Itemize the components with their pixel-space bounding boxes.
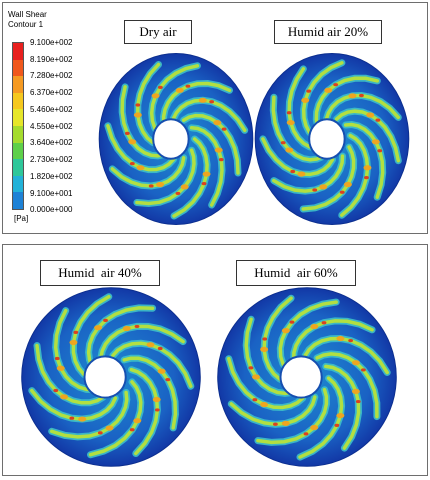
- legend-tick: 2.730e+002: [30, 155, 73, 164]
- legend-tick: 9.100e+001: [30, 189, 73, 198]
- case-label-humid-60: Humid air 60%: [236, 260, 356, 286]
- impeller-hub: [308, 118, 346, 160]
- case-label-humid-20: Humid air 20%: [274, 20, 382, 44]
- case-label-humid-40: Humid air 40%: [40, 260, 160, 286]
- impeller-dry-air: [98, 52, 254, 226]
- impeller-hub: [152, 118, 190, 160]
- legend-tick: 8.190e+002: [30, 55, 73, 64]
- legend-title: Wall Shear: [8, 10, 47, 19]
- impeller-humid-20: [254, 52, 410, 226]
- impeller-humid-40: [21, 287, 201, 467]
- legend-tick: 1.820e+002: [30, 172, 73, 181]
- legend-tick: 0.000e+000: [30, 205, 73, 214]
- legend-tick: 7.280e+002: [30, 71, 73, 80]
- impeller-hub: [279, 355, 323, 399]
- legend-tick: 4.550e+002: [30, 122, 73, 131]
- legend-unit: [Pa]: [14, 214, 29, 223]
- color-scale-bar: [12, 42, 24, 210]
- impeller-hub: [83, 355, 127, 399]
- legend-subtitle: Contour 1: [8, 20, 44, 29]
- impeller-humid-60: [217, 287, 397, 467]
- legend-tick: 9.100e+002: [30, 38, 73, 47]
- legend-tick: 5.460e+002: [30, 105, 73, 114]
- legend-tick: 3.640e+002: [30, 138, 73, 147]
- legend-tick: 6.370e+002: [30, 88, 73, 97]
- case-label-dry-air: Dry air: [124, 20, 192, 44]
